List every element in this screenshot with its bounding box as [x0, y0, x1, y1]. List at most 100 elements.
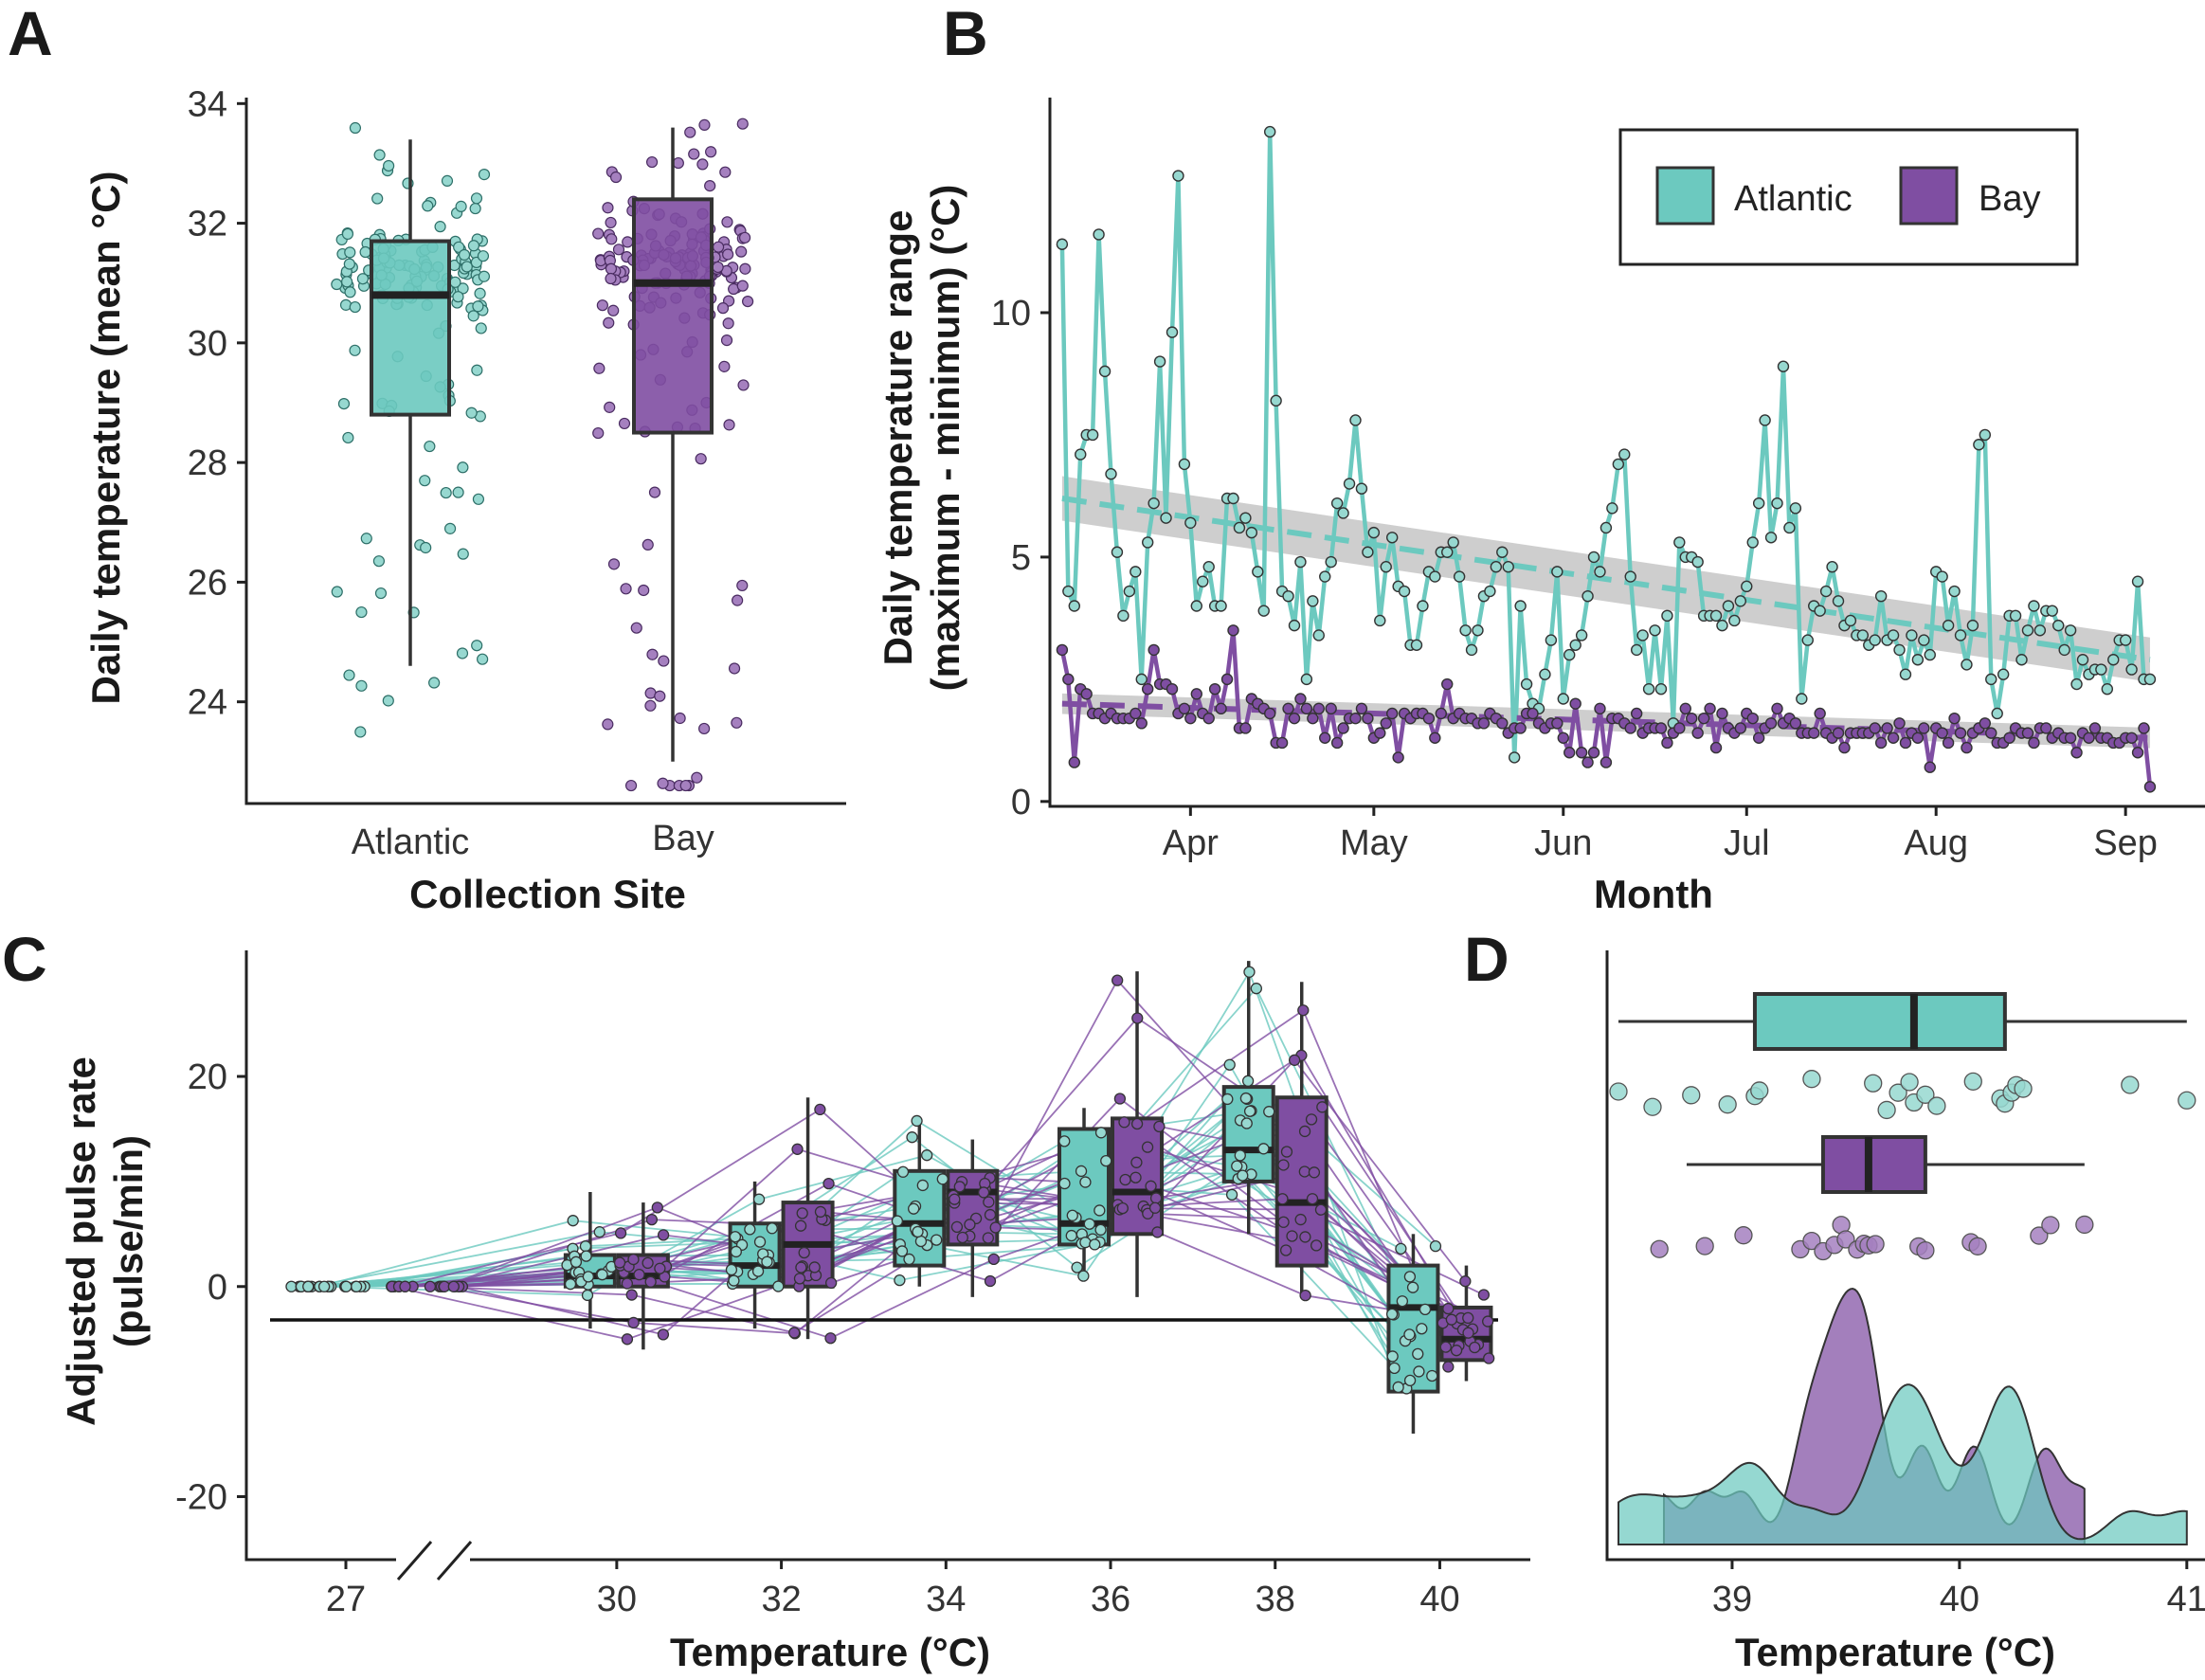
- point-atlantic: [1079, 1176, 1092, 1188]
- point-atlantic: [729, 1231, 742, 1243]
- panel-a-point-bay: [698, 118, 711, 131]
- point-atlantic: [1386, 1350, 1399, 1363]
- panel-a-point-atlantic: [354, 726, 367, 738]
- point-bay: [793, 1273, 806, 1285]
- panel-a-point-atlantic: [420, 541, 432, 554]
- series-point-atlantic: [1496, 546, 1509, 558]
- series-point-bay: [1288, 712, 1301, 725]
- series-point-atlantic: [1385, 532, 1399, 544]
- series-point-atlantic: [2009, 609, 2022, 623]
- panel-a-point-bay: [735, 245, 748, 258]
- series-point-bay: [1307, 712, 1319, 725]
- panel-a-point-bay: [742, 295, 754, 308]
- series-point-atlantic: [1691, 555, 1704, 569]
- panel-c-y-ticks: -20 0 20: [175, 1057, 246, 1517]
- series-point-bay: [1527, 707, 1539, 720]
- series-point-atlantic: [1294, 555, 1307, 569]
- point-bay: [1734, 1226, 1753, 1245]
- panel-a-point-atlantic: [382, 695, 394, 707]
- panel-a-point-atlantic: [457, 548, 469, 560]
- panel-a-point-atlantic: [344, 246, 356, 259]
- panel-a-point-atlantic: [465, 406, 478, 419]
- panel-a-point-atlantic: [458, 248, 471, 262]
- series-point-atlantic: [1355, 482, 1368, 495]
- series-point-bay: [2064, 732, 2077, 744]
- point-bay: [1130, 1171, 1142, 1183]
- point-bay: [1477, 1289, 1491, 1301]
- xtick-label-34: 34: [926, 1580, 966, 1619]
- series-point-atlantic: [1447, 536, 1459, 549]
- panel-c-axes: [244, 950, 1530, 1562]
- panel-a-point-bay: [737, 379, 750, 391]
- point-bay: [1151, 1226, 1164, 1238]
- panel-b-line-chart: 0 5 10 Apr May Jun Jul Aug Sep Month Daily temp…: [876, 98, 2205, 916]
- point-bay: [424, 1280, 437, 1292]
- series-point-atlantic: [1123, 585, 1136, 598]
- point-atlantic: [581, 1289, 594, 1302]
- series-point-bay: [1764, 717, 1778, 730]
- series-point-atlantic: [2021, 624, 2034, 637]
- point-bay: [1299, 1290, 1311, 1302]
- series-point-bay: [1911, 732, 1925, 744]
- series-point-atlantic: [1673, 536, 1686, 549]
- point-atlantic: [1927, 1096, 1946, 1115]
- series-point-bay: [1282, 702, 1294, 715]
- panel-a-point-atlantic: [471, 364, 483, 376]
- series-point-bay: [1838, 741, 1851, 754]
- series-point-atlantic: [1551, 566, 1563, 578]
- series-point-atlantic: [1252, 566, 1264, 578]
- series-point-atlantic: [1612, 458, 1625, 471]
- point-atlantic: [1385, 1308, 1399, 1321]
- point-atlantic: [1750, 1081, 1769, 1100]
- panel-a-point-atlantic: [373, 149, 386, 161]
- series-point-atlantic: [2125, 663, 2138, 676]
- point-atlantic: [931, 1234, 943, 1246]
- series-point-atlantic: [1752, 497, 1765, 510]
- point-bay: [1294, 1213, 1307, 1226]
- xtick-label-may: May: [1340, 823, 1408, 863]
- point-bay: [1131, 1012, 1144, 1024]
- series-point-atlantic: [1508, 751, 1521, 764]
- point-atlantic: [728, 1274, 740, 1287]
- panel-a-point-bay: [704, 180, 716, 192]
- xtick-label-41: 41: [2167, 1580, 2205, 1619]
- xtick-label-38: 38: [1256, 1580, 1295, 1619]
- series-point-bay: [1869, 722, 1881, 734]
- series-point-atlantic: [1979, 428, 1992, 442]
- ytick-label: 10: [991, 294, 1031, 334]
- series-point-atlantic: [1441, 546, 1454, 558]
- series-point-bay: [1330, 736, 1344, 750]
- series-point-atlantic: [1728, 614, 1741, 627]
- point-atlantic: [1403, 1328, 1416, 1341]
- series-point-atlantic: [1899, 668, 1912, 680]
- panel-a-point-atlantic: [443, 522, 457, 534]
- point-atlantic: [1094, 1223, 1107, 1237]
- series-point-bay: [1319, 732, 1331, 744]
- series-point-atlantic: [2131, 575, 2144, 587]
- point-atlantic: [350, 1280, 363, 1292]
- point-bay: [795, 1261, 807, 1274]
- series-point-bay: [1575, 747, 1588, 759]
- series-point-bay: [1178, 702, 1191, 715]
- point-atlantic: [579, 1240, 592, 1253]
- point-atlantic: [1223, 1058, 1236, 1071]
- series-point-atlantic: [1985, 673, 1997, 686]
- series-point-bay: [1624, 722, 1636, 734]
- panel-a-point-bay: [630, 622, 642, 634]
- series-point-atlantic: [1893, 643, 1906, 657]
- series-point-bay: [1587, 747, 1600, 759]
- point-bay: [2030, 1226, 2049, 1245]
- series-point-bay: [1918, 722, 1930, 734]
- point-bay: [1288, 1054, 1301, 1066]
- series-point-atlantic: [1997, 668, 2010, 680]
- ytick-label: 32: [188, 205, 227, 244]
- series-point-atlantic: [1569, 639, 1581, 651]
- point-bay: [633, 1268, 645, 1281]
- series-point-atlantic: [1093, 228, 1105, 241]
- point-atlantic: [1065, 1229, 1077, 1242]
- point-bay: [984, 1274, 997, 1288]
- point-atlantic: [1237, 1169, 1249, 1182]
- series-point-bay: [1385, 707, 1399, 720]
- series-point-bay: [1312, 702, 1325, 715]
- panel-a-point-atlantic: [475, 322, 487, 334]
